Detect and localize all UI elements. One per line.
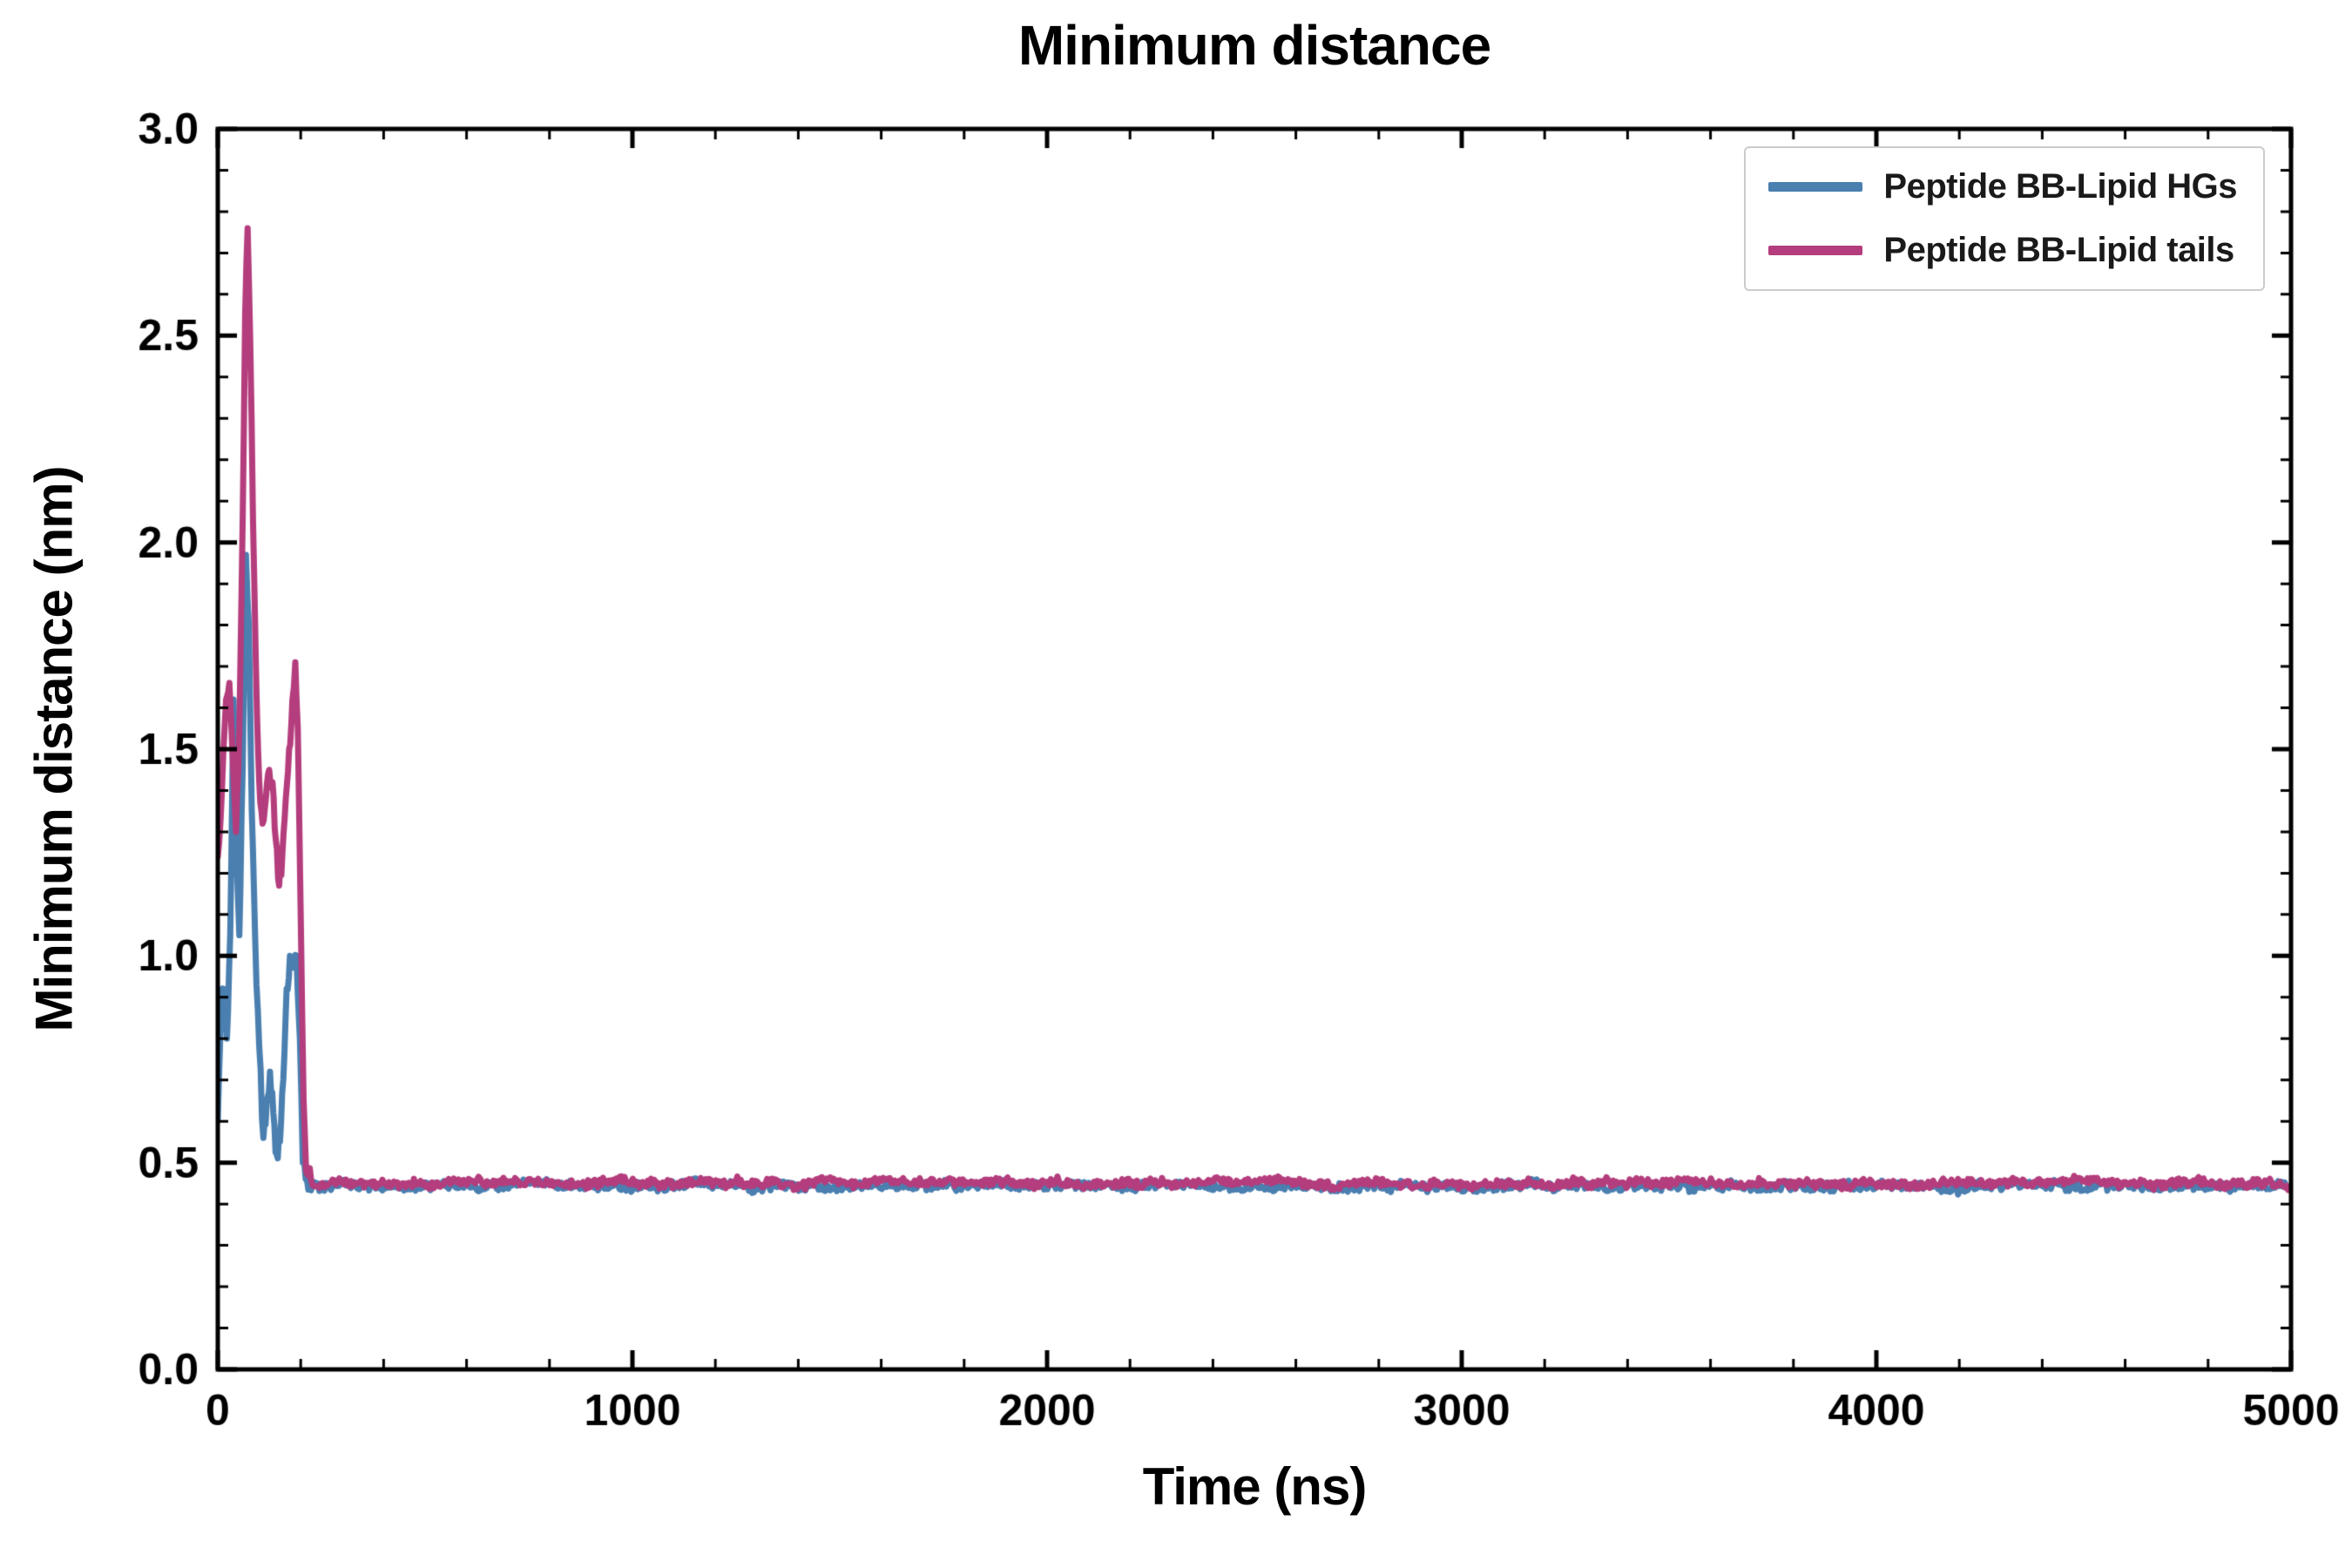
- legend: Peptide BB-Lipid HGs Peptide BB-Lipid ta…: [1744, 146, 2265, 291]
- legend-swatch-hgs: [1768, 182, 1863, 192]
- chart-title: Minimum distance: [1017, 14, 1491, 77]
- legend-label-hgs: Peptide BB-Lipid HGs: [1883, 167, 2237, 206]
- x-axis-label: Time (ns): [1142, 1457, 1368, 1516]
- legend-entry-tails: Peptide BB-Lipid tails: [1768, 231, 2237, 270]
- legend-swatch-tails: [1768, 246, 1863, 255]
- legend-label-tails: Peptide BB-Lipid tails: [1883, 231, 2234, 269]
- y-axis-label: Minimum distance (nm): [24, 466, 84, 1032]
- legend-entry-hgs: Peptide BB-Lipid HGs: [1768, 167, 2237, 206]
